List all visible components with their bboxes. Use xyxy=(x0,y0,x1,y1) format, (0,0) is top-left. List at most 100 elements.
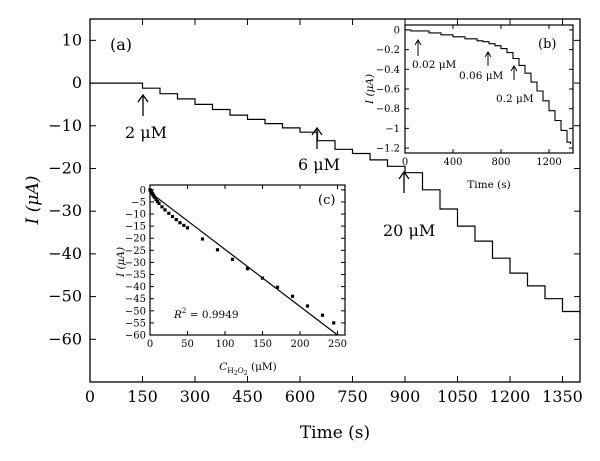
main-panel: 0 150 300 450 600 750 900 1050 1200 1350 100−10−2… xyxy=(23,18,583,443)
inset-b-frame xyxy=(404,24,574,154)
x-tick-label: 50 xyxy=(181,339,194,350)
y-tick-label: −20 xyxy=(125,234,146,245)
inset-b-annotation-1: 0.02 μM xyxy=(412,59,457,71)
data-point xyxy=(230,257,235,261)
y-tick-label: −0.4 xyxy=(376,65,400,76)
x-tick-label: 1200 xyxy=(536,157,561,168)
data-point xyxy=(290,294,295,298)
y-tick-label: −5 xyxy=(131,197,146,208)
x-tick-label: 0 xyxy=(85,387,95,406)
data-point xyxy=(245,267,250,271)
inset-b-annotations: 0.02 μM 0.06 μM 0.2 μM xyxy=(412,39,534,105)
data-point xyxy=(260,276,265,280)
inset-b-arrowhead-3 xyxy=(510,65,518,72)
y-tick-label: −40 xyxy=(125,282,146,293)
inset-b-annotation-3: 0.2 μM xyxy=(496,93,534,105)
main-panel-label: (a) xyxy=(110,35,132,54)
inset-b-arrowhead-1 xyxy=(414,39,422,46)
y-tick-label: 0 xyxy=(72,73,82,92)
y-tick-label: −30 xyxy=(48,201,82,220)
y-tick-label: −20 xyxy=(48,158,82,177)
x-tick-label: 400 xyxy=(443,157,462,168)
data-point xyxy=(332,321,336,325)
inset-b-arrowhead-2 xyxy=(484,51,492,58)
main-y-axis-label: I (μA) xyxy=(23,176,43,226)
x-tick-label: 0 xyxy=(402,157,408,168)
x-tick-label: 750 xyxy=(337,387,368,406)
x-tick-label: 1200 xyxy=(490,387,531,406)
x-tick-label: 150 xyxy=(127,387,158,406)
inset-c-r2-annotation: R2 = 0.9949 xyxy=(173,307,239,321)
y-tick-label: −0.8 xyxy=(376,104,400,115)
inset-c-panel-label: (c) xyxy=(318,193,335,208)
data-point xyxy=(163,208,167,212)
y-tick-label: −60 xyxy=(48,329,82,348)
x-tick-label: 1350 xyxy=(542,387,583,406)
y-tick-label: −1.2 xyxy=(376,144,400,155)
data-point xyxy=(178,221,182,225)
y-tick-label: −1 xyxy=(385,124,400,135)
x-tick-label: 600 xyxy=(285,387,316,406)
inset-b-x-axis-label: Time (s) xyxy=(467,179,510,191)
x-tick-label: 150 xyxy=(253,339,272,350)
inset-b-annotation-2: 0.06 μM xyxy=(459,70,504,82)
inset-c-panel: 0 50 100 150 200 250 0−5−10−15−20−25−30−35−40… xyxy=(115,184,347,377)
data-point xyxy=(167,211,171,215)
data-point xyxy=(157,201,161,205)
annotation-6um: 6 μM xyxy=(298,155,340,174)
main-plot-frame xyxy=(89,18,581,383)
y-tick-label: −0.2 xyxy=(376,45,400,56)
y-tick-label: −55 xyxy=(125,318,146,329)
inset-b-series-line xyxy=(405,29,572,145)
inset-c-y-ticks: 0−5 −10−15−20−25−30−35−40−45−50−55 −60 xyxy=(125,185,345,342)
annotation-2um: 2 μM xyxy=(125,123,167,142)
y-tick-label: 0 xyxy=(140,185,146,196)
y-tick-label: −50 xyxy=(48,287,82,306)
x-tick-label: 1050 xyxy=(437,387,478,406)
x-tick-label: 800 xyxy=(491,157,510,168)
y-tick-label: −45 xyxy=(125,294,146,305)
y-tick-label: −25 xyxy=(125,246,146,257)
inset-c-fit-line xyxy=(149,191,338,336)
data-point xyxy=(275,285,280,289)
data-point xyxy=(320,313,325,317)
data-point xyxy=(154,197,158,202)
data-point xyxy=(160,205,164,209)
main-x-axis-label: Time (s) xyxy=(300,423,370,443)
inset-b-panel: 0 400 800 1200 0−0.2−0.4−0.6−0.8−1−1.2 (b) … xyxy=(364,24,574,191)
inset-c-y-axis-label: I (μA) xyxy=(115,247,127,278)
inset-c-x-ticks: 0 50 100 150 200 250 xyxy=(147,185,347,350)
data-point xyxy=(174,218,178,222)
main-y-ticks: 100−10−20−30−40−50−60 xyxy=(48,30,580,348)
y-tick-label: −50 xyxy=(125,306,146,317)
r2-symbol: R xyxy=(173,309,182,321)
x-tick-label: 300 xyxy=(180,387,211,406)
annotation-arrowhead-20um xyxy=(398,170,410,180)
y-tick-label: −60 xyxy=(125,331,146,342)
y-tick-label: −0.6 xyxy=(376,85,400,96)
data-point xyxy=(200,237,205,241)
inset-b-y-ticks: 0 −0.2 −0.4 −0.6 −0.8 −1 −1.2 xyxy=(376,25,573,155)
main-x-ticks: 0 150 300 450 600 750 900 1050 1200 1350 xyxy=(85,19,583,406)
data-point xyxy=(182,223,186,227)
y-tick-label: −40 xyxy=(48,244,82,263)
r2-superscript: 2 xyxy=(182,307,186,315)
x-tick-label: 200 xyxy=(290,339,309,350)
inset-c-x-axis-label: CH2O2 (μM) xyxy=(219,361,277,377)
data-point xyxy=(215,248,220,252)
data-point xyxy=(170,214,175,219)
data-point xyxy=(185,226,190,230)
r2-value: = 0.9949 xyxy=(186,309,238,321)
main-series-line xyxy=(90,82,581,314)
y-tick-label: −35 xyxy=(125,270,146,281)
inset-c-points xyxy=(148,188,336,325)
annotation-arrowhead-2um xyxy=(137,93,149,103)
annotation-arrowhead-6um xyxy=(311,126,323,136)
x-tick-label: 450 xyxy=(232,387,263,406)
y-tick-label: 10 xyxy=(62,30,82,49)
x-tick-label: 900 xyxy=(390,387,421,406)
y-tick-label: −30 xyxy=(125,258,146,269)
y-tick-label: −10 xyxy=(125,210,146,221)
